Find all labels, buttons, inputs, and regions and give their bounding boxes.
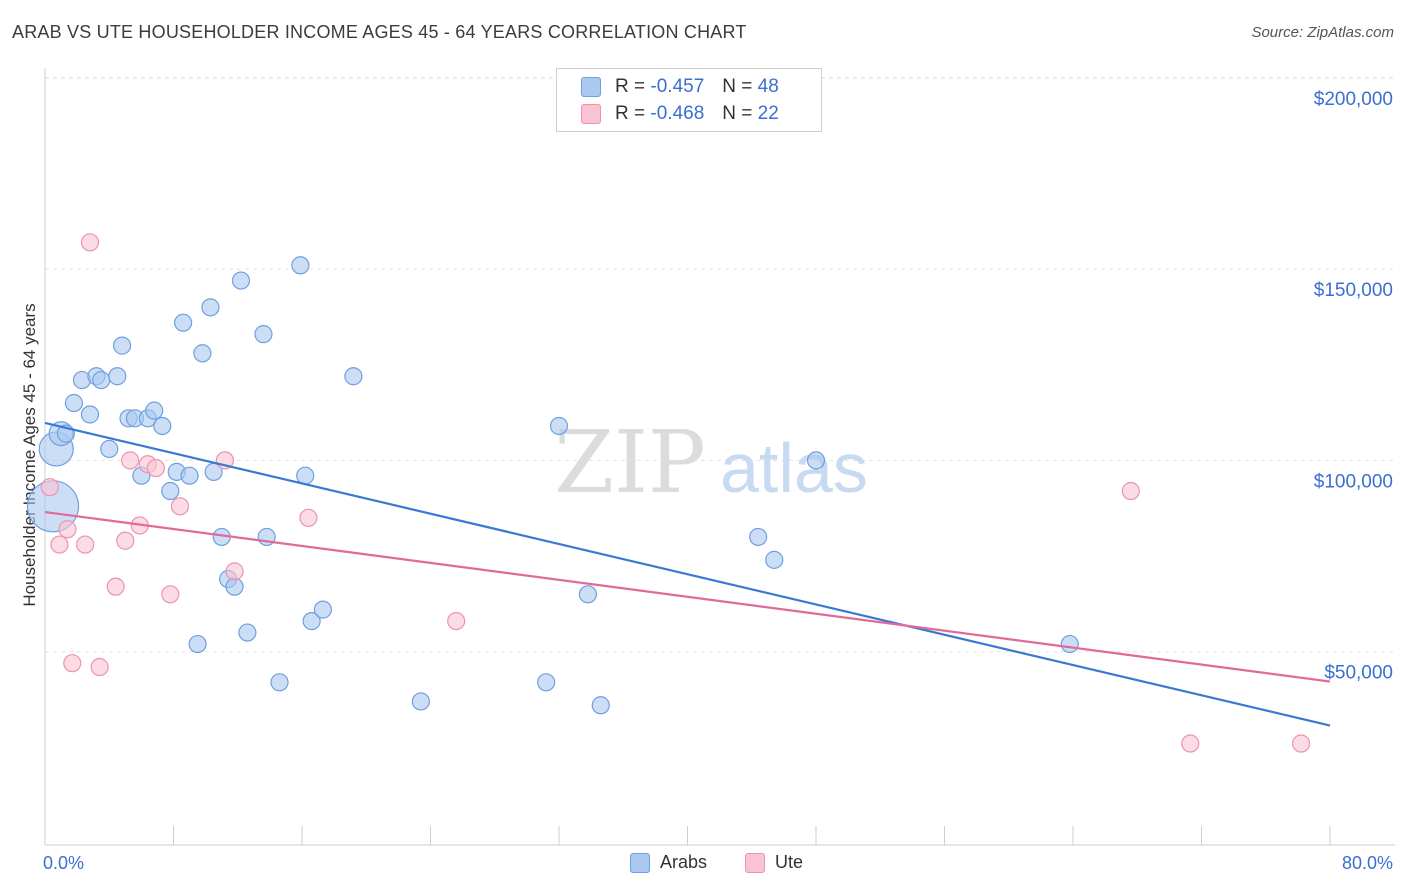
watermark-zip: ZIP <box>554 413 706 513</box>
arab-swatch-icon <box>581 77 601 97</box>
ute-point <box>1181 734 1200 753</box>
arab-point <box>80 405 100 424</box>
ute-point <box>40 478 59 497</box>
arab-point <box>64 393 84 413</box>
ute-point <box>106 577 125 596</box>
arab-point <box>153 416 172 436</box>
ute-point <box>50 535 69 554</box>
legend-arab-r-value: -0.457 <box>650 76 705 97</box>
correlation-legend: R = -0.457 N = 48 R = -0.468 N = 22 <box>556 68 822 132</box>
legend-ute-r-value: -0.468 <box>650 103 705 124</box>
arab-point <box>238 623 257 642</box>
watermark-atlas: atlas <box>720 429 868 507</box>
arab-point <box>549 416 569 436</box>
legend-ute-r-label: R = <box>615 103 646 124</box>
arab-point <box>296 466 315 485</box>
x-tick-label: 0.0% <box>43 853 84 873</box>
ute-point <box>1291 734 1311 753</box>
arab-point <box>270 673 289 692</box>
ute-point <box>161 585 180 604</box>
ute-swatch-icon <box>581 104 601 124</box>
arab-point <box>411 692 430 711</box>
arab-point <box>112 336 132 355</box>
arab-point <box>188 634 207 654</box>
ute-point <box>1121 481 1140 501</box>
y-tick-label: $150,000 <box>1314 280 1393 301</box>
y-tick-label: $50,000 <box>1324 663 1393 684</box>
ute-point <box>80 233 100 252</box>
ute-point <box>170 497 190 516</box>
arab-point <box>749 527 768 547</box>
chart-title: ARAB VS UTE HOUSEHOLDER INCOME AGES 45 -… <box>12 22 747 42</box>
legend-row-ute: R = -0.468 N = 22 <box>581 102 779 126</box>
y-tick-label: $200,000 <box>1314 89 1393 110</box>
watermark: ZIP atlas <box>554 413 868 513</box>
bottom-legend-ute-label: Ute <box>775 852 804 872</box>
arab-point <box>174 313 193 332</box>
legend-row-arab: R = -0.457 N = 48 <box>581 75 779 99</box>
legend-arab-n-label: N = <box>722 76 753 97</box>
arab-point <box>100 439 119 459</box>
arab-point <box>92 370 111 390</box>
ute-point <box>146 458 165 478</box>
arab-point <box>302 611 321 631</box>
ute-point <box>90 657 109 677</box>
ute-point <box>225 562 244 581</box>
legend-ute-n-value: 22 <box>757 103 779 124</box>
arab-point <box>591 696 610 715</box>
tick-label-layer: $50,000 $100,000 $150,000 $200,000 0.0% 80.0% <box>43 89 1393 873</box>
legend-ute-n-label: N = <box>722 103 753 124</box>
legend-arab-r-label: R = <box>615 76 646 97</box>
arab-point <box>806 451 826 470</box>
ute-trend-line <box>44 510 1331 683</box>
ute-point <box>116 531 135 550</box>
arab-trend-line <box>44 421 1331 727</box>
arab-point <box>193 344 212 363</box>
ute-legend-swatch-icon <box>745 852 765 873</box>
arab-point <box>578 585 598 604</box>
trend-layer <box>44 421 1331 727</box>
ute-point <box>76 535 95 554</box>
arab-point <box>313 600 332 619</box>
ute-point <box>63 654 82 673</box>
arab-point <box>108 367 127 386</box>
x-tick-label: 80.0% <box>1342 853 1393 873</box>
arab-point <box>254 325 273 344</box>
ute-point <box>58 520 77 539</box>
arab-point <box>291 256 310 275</box>
source-label: Source: ZipAtlas.com <box>1251 24 1394 41</box>
y-tick-label: $100,000 <box>1314 471 1393 492</box>
axis-layer <box>44 68 1395 846</box>
bottom-legend-arabs: Arabs <box>630 852 707 873</box>
arab-point <box>537 673 556 692</box>
bottom-legend-arabs-label: Arabs <box>660 852 708 872</box>
arab-point <box>765 550 784 569</box>
bottom-legend-ute: Ute <box>745 852 803 873</box>
ute-point <box>299 508 318 527</box>
arab-point <box>180 466 199 485</box>
legend-arab-n-value: 48 <box>757 76 779 97</box>
ute-point <box>447 611 466 631</box>
grid-layer <box>45 77 1395 653</box>
arab-point <box>145 401 164 420</box>
arab-point <box>161 481 180 501</box>
ute-point <box>121 451 140 470</box>
arabs-swatch-icon <box>630 852 650 873</box>
arab-point <box>231 271 251 290</box>
arab-point <box>225 577 244 596</box>
arab-point <box>1060 634 1079 654</box>
arab-point <box>344 367 363 386</box>
arab-point <box>201 298 220 317</box>
